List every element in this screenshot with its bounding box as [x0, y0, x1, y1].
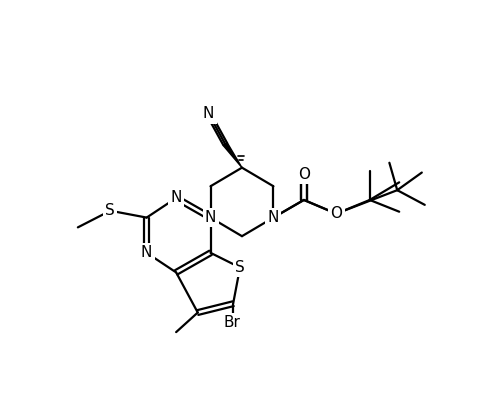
Text: O: O [297, 167, 309, 182]
Text: N: N [170, 190, 181, 206]
Polygon shape [223, 143, 241, 168]
Text: N: N [204, 210, 216, 225]
Text: S: S [105, 203, 115, 218]
Text: S: S [235, 260, 244, 275]
Text: O: O [330, 206, 342, 221]
Text: Br: Br [223, 315, 240, 330]
Text: N: N [267, 210, 278, 225]
Text: N: N [203, 106, 214, 121]
Text: N: N [141, 245, 152, 260]
